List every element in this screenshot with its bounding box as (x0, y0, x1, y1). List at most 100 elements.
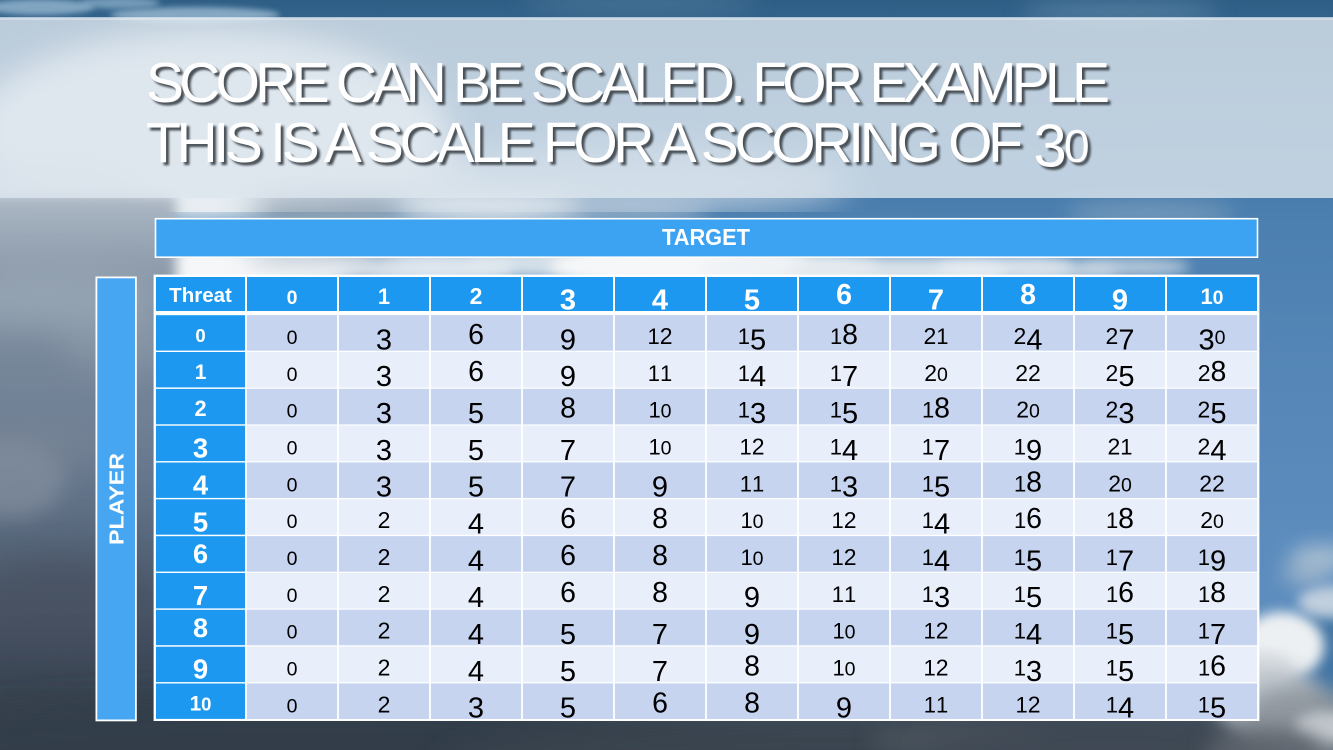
svg-text:2: 2 (1199, 470, 1212, 496)
svg-text:1: 1 (1014, 656, 1026, 681)
svg-text:9: 9 (560, 361, 576, 393)
svg-text:2: 2 (936, 618, 949, 644)
svg-text:0: 0 (287, 364, 298, 386)
svg-text:2: 2 (1108, 470, 1121, 496)
svg-text:4: 4 (934, 545, 950, 577)
svg-text:2: 2 (378, 618, 391, 644)
svg-text:2: 2 (1200, 507, 1213, 533)
svg-text:1: 1 (1106, 619, 1118, 644)
svg-text:9: 9 (744, 619, 760, 651)
svg-text:5: 5 (842, 398, 858, 430)
svg-text:1: 1 (830, 398, 842, 423)
svg-text:2: 2 (844, 544, 857, 570)
svg-text:8: 8 (842, 319, 858, 351)
svg-text:2: 2 (924, 360, 937, 386)
svg-text:7: 7 (1118, 324, 1134, 356)
svg-text:8: 8 (652, 503, 668, 535)
svg-text:4: 4 (842, 435, 858, 467)
svg-text:1: 1 (738, 324, 750, 349)
svg-text:PLAYER: PLAYER (106, 452, 128, 545)
svg-text:0: 0 (753, 548, 764, 570)
svg-text:1: 1 (647, 324, 659, 349)
svg-text:1: 1 (1200, 284, 1212, 309)
svg-text:1: 1 (830, 471, 842, 496)
svg-text:4: 4 (468, 582, 484, 614)
svg-text:1: 1 (1014, 582, 1026, 607)
svg-text:1: 1 (738, 361, 750, 386)
svg-text:THIS IS A SCALE FOR A SCORING: THIS IS A SCALE FOR A SCORING OF (146, 111, 1023, 175)
svg-text:0: 0 (845, 659, 856, 681)
svg-text:3: 3 (1199, 324, 1215, 356)
svg-text:1: 1 (738, 398, 750, 423)
svg-text:0: 0 (287, 548, 298, 570)
svg-text:2: 2 (378, 544, 391, 570)
svg-text:2: 2 (752, 434, 765, 460)
svg-text:1: 1 (195, 361, 207, 384)
svg-text:0: 0 (845, 622, 856, 644)
svg-text:6: 6 (1118, 577, 1134, 609)
svg-text:7: 7 (652, 619, 668, 651)
svg-text:1: 1 (923, 619, 935, 644)
svg-text:1: 1 (922, 435, 934, 460)
svg-text:4: 4 (1210, 435, 1226, 467)
svg-text:5: 5 (744, 284, 760, 316)
svg-text:1: 1 (1015, 692, 1027, 717)
svg-text:0: 0 (287, 438, 298, 460)
svg-text:9: 9 (1112, 284, 1128, 316)
svg-text:6: 6 (560, 540, 576, 572)
svg-text:1: 1 (923, 656, 935, 681)
svg-text:0: 0 (1215, 327, 1226, 349)
svg-text:3: 3 (468, 693, 484, 725)
svg-text:8: 8 (1020, 279, 1036, 311)
svg-text:3: 3 (376, 435, 392, 467)
svg-text:2: 2 (1198, 360, 1211, 386)
svg-text:4: 4 (652, 284, 668, 316)
svg-text:1: 1 (1014, 508, 1026, 533)
svg-text:8: 8 (1026, 466, 1042, 498)
svg-text:3: 3 (376, 398, 392, 430)
svg-text:1: 1 (922, 582, 934, 607)
svg-text:5: 5 (468, 435, 484, 467)
svg-text:5: 5 (934, 472, 950, 504)
svg-text:0: 0 (201, 694, 211, 715)
svg-text:1: 1 (936, 692, 948, 717)
svg-text:THIS IS A SCALE FOR A SCORING: THIS IS A SCALE FOR A SCORING OF (149, 114, 1026, 178)
svg-text:5: 5 (468, 472, 484, 504)
svg-text:1: 1 (1106, 692, 1118, 717)
svg-text:2: 2 (194, 396, 206, 421)
svg-text:5: 5 (1210, 398, 1226, 430)
svg-text:2: 2 (1014, 323, 1027, 349)
svg-text:1: 1 (648, 435, 660, 460)
svg-text:2: 2 (1106, 323, 1119, 349)
svg-text:1: 1 (1198, 692, 1210, 717)
svg-text:1: 1 (924, 692, 936, 717)
svg-text:TARGET: TARGET (662, 224, 750, 250)
svg-text:5: 5 (1118, 619, 1134, 651)
svg-text:4: 4 (1026, 619, 1042, 651)
svg-text:7: 7 (928, 284, 944, 316)
svg-text:8: 8 (652, 540, 668, 572)
svg-text:SCORE CAN BE SCALED. FOR EXAMP: SCORE CAN BE SCALED. FOR EXAMPLE (146, 51, 1110, 115)
svg-text:0: 0 (287, 474, 298, 496)
svg-text:1: 1 (936, 324, 948, 349)
svg-text:9: 9 (652, 472, 668, 504)
svg-text:9: 9 (1026, 435, 1042, 467)
svg-text:5: 5 (1210, 693, 1226, 725)
svg-text:0: 0 (287, 622, 298, 644)
svg-text:1: 1 (660, 361, 672, 386)
svg-text:2: 2 (1016, 397, 1029, 423)
svg-text:1: 1 (752, 471, 764, 496)
svg-text:2: 2 (378, 581, 391, 607)
svg-text:2: 2 (924, 323, 937, 349)
svg-text:7: 7 (934, 435, 950, 467)
svg-text:3: 3 (842, 472, 858, 504)
svg-text:6: 6 (468, 319, 484, 351)
svg-text:3: 3 (560, 284, 576, 316)
svg-text:Threat: Threat (169, 284, 232, 307)
svg-text:7: 7 (560, 472, 576, 504)
svg-text:5: 5 (1118, 656, 1134, 688)
svg-text:4: 4 (193, 470, 209, 501)
svg-text:1: 1 (832, 619, 844, 644)
svg-text:8: 8 (193, 612, 208, 643)
svg-text:SCORE CAN BE SCALED. FOR EXAMP: SCORE CAN BE SCALED. FOR EXAMPLE (149, 54, 1113, 118)
